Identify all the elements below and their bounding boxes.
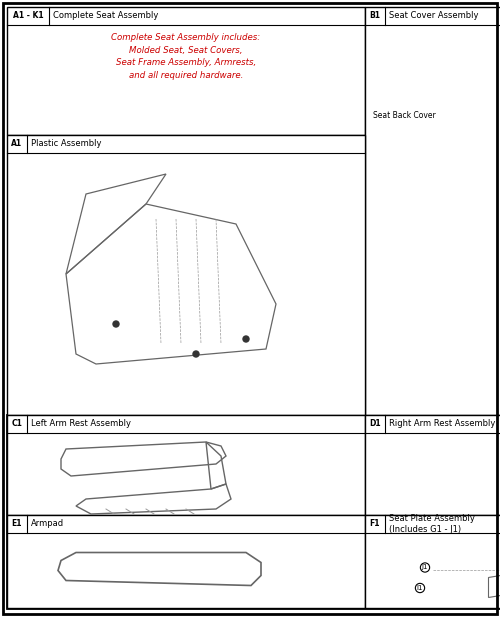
- Text: A1: A1: [12, 139, 22, 149]
- Bar: [7, 415, 500, 608]
- Text: Left Arm Rest Assembly: Left Arm Rest Assembly: [31, 420, 131, 428]
- Text: J1: J1: [422, 565, 428, 571]
- Text: A1 - K1: A1 - K1: [12, 12, 44, 20]
- Bar: [365, 415, 500, 515]
- Circle shape: [113, 321, 119, 327]
- Text: F1: F1: [370, 520, 380, 529]
- Bar: [365, 515, 500, 608]
- Text: I1: I1: [417, 585, 423, 591]
- Circle shape: [243, 336, 249, 342]
- Bar: [7, 415, 365, 515]
- Text: Seat Plate Assembly
(Includes G1 - J1): Seat Plate Assembly (Includes G1 - J1): [389, 515, 475, 534]
- Text: C1: C1: [12, 420, 22, 428]
- Text: Complete Seat Assembly: Complete Seat Assembly: [53, 12, 158, 20]
- Text: Seat Back Cover: Seat Back Cover: [373, 110, 436, 120]
- Text: Seat Cover Assembly: Seat Cover Assembly: [389, 12, 478, 20]
- Circle shape: [193, 351, 199, 357]
- Text: B1: B1: [370, 12, 380, 20]
- Bar: [7, 515, 365, 608]
- Text: Complete Seat Assembly includes:
Molded Seat, Seat Covers,
Seat Frame Assembly, : Complete Seat Assembly includes: Molded …: [112, 33, 260, 80]
- Text: D1: D1: [369, 420, 381, 428]
- Bar: [365, 7, 500, 415]
- Bar: [7, 135, 365, 415]
- Text: Armpad: Armpad: [31, 520, 64, 529]
- Text: E1: E1: [12, 520, 22, 529]
- Bar: [7, 7, 365, 135]
- Text: Plastic Assembly: Plastic Assembly: [31, 139, 102, 149]
- Text: Right Arm Rest Assembly: Right Arm Rest Assembly: [389, 420, 496, 428]
